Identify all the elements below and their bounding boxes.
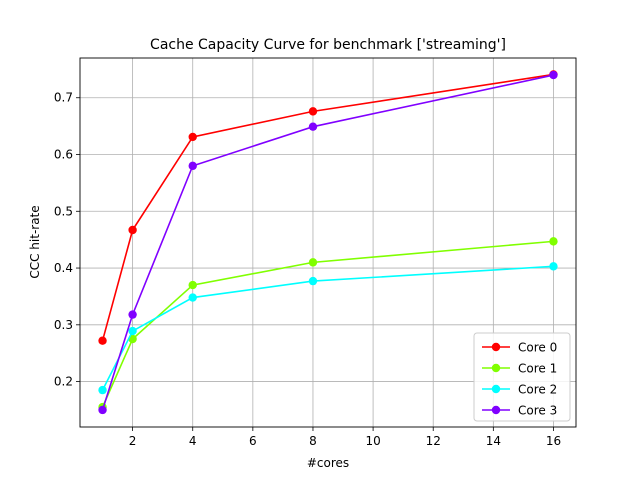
- y-tick-label: 0.7: [54, 91, 73, 105]
- y-tick-label: 0.6: [54, 148, 73, 162]
- legend-swatch-marker: [491, 405, 501, 415]
- y-axis-label: CCC hit-rate: [28, 205, 42, 278]
- x-tick-label: 2: [129, 434, 137, 448]
- x-tick-label: 16: [546, 434, 561, 448]
- y-tick-label: 0.2: [54, 375, 73, 389]
- data-point: [128, 225, 137, 235]
- data-point: [308, 276, 318, 286]
- x-tick-label: 8: [309, 434, 317, 448]
- data-point: [128, 326, 137, 336]
- data-point: [188, 280, 197, 290]
- data-point: [188, 293, 197, 302]
- data-point: [98, 405, 107, 415]
- x-tick-label: 12: [426, 434, 441, 448]
- legend-label: Core 3: [518, 404, 557, 418]
- data-point: [308, 258, 318, 267]
- data-point: [98, 336, 107, 345]
- legend-swatch-marker: [491, 342, 501, 352]
- plot-frame: [79, 57, 577, 428]
- legend-label: Core 0: [518, 341, 557, 355]
- y-tick-label: 0.4: [54, 261, 73, 275]
- x-tick-label: 4: [189, 434, 197, 448]
- data-point: [188, 161, 197, 171]
- data-point: [308, 107, 318, 116]
- legend-label: Core 2: [518, 383, 557, 397]
- x-axis-label: #cores: [307, 456, 349, 470]
- legend-swatch-marker: [491, 363, 501, 373]
- chart-legend: Core 0 Core 1 Core 2 Core 3: [473, 332, 571, 422]
- data-point: [128, 310, 137, 319]
- data-point: [549, 70, 558, 80]
- x-tick-label: 14: [486, 434, 501, 448]
- data-point: [188, 132, 197, 142]
- y-tick-label: 0.5: [54, 204, 73, 218]
- data-point: [549, 262, 558, 271]
- data-point: [549, 237, 558, 246]
- legend-swatch-marker: [491, 384, 501, 394]
- x-tick-label: 10: [365, 434, 380, 448]
- plot-area: 2 4 6 8 10 12 14 16 0.2 0.3 0.4 0.5 0.6 0.7: [54, 57, 577, 448]
- series-line-core-0: [101, 73, 554, 341]
- x-tick-label: 6: [249, 434, 257, 448]
- data-point: [98, 385, 107, 395]
- legend-box: [473, 332, 571, 422]
- y-tick-label: 0.3: [54, 318, 73, 332]
- legend-label: Core 1: [518, 362, 557, 376]
- chart-title: Cache Capacity Curve for benchmark ['str…: [150, 37, 506, 53]
- data-point: [308, 122, 318, 131]
